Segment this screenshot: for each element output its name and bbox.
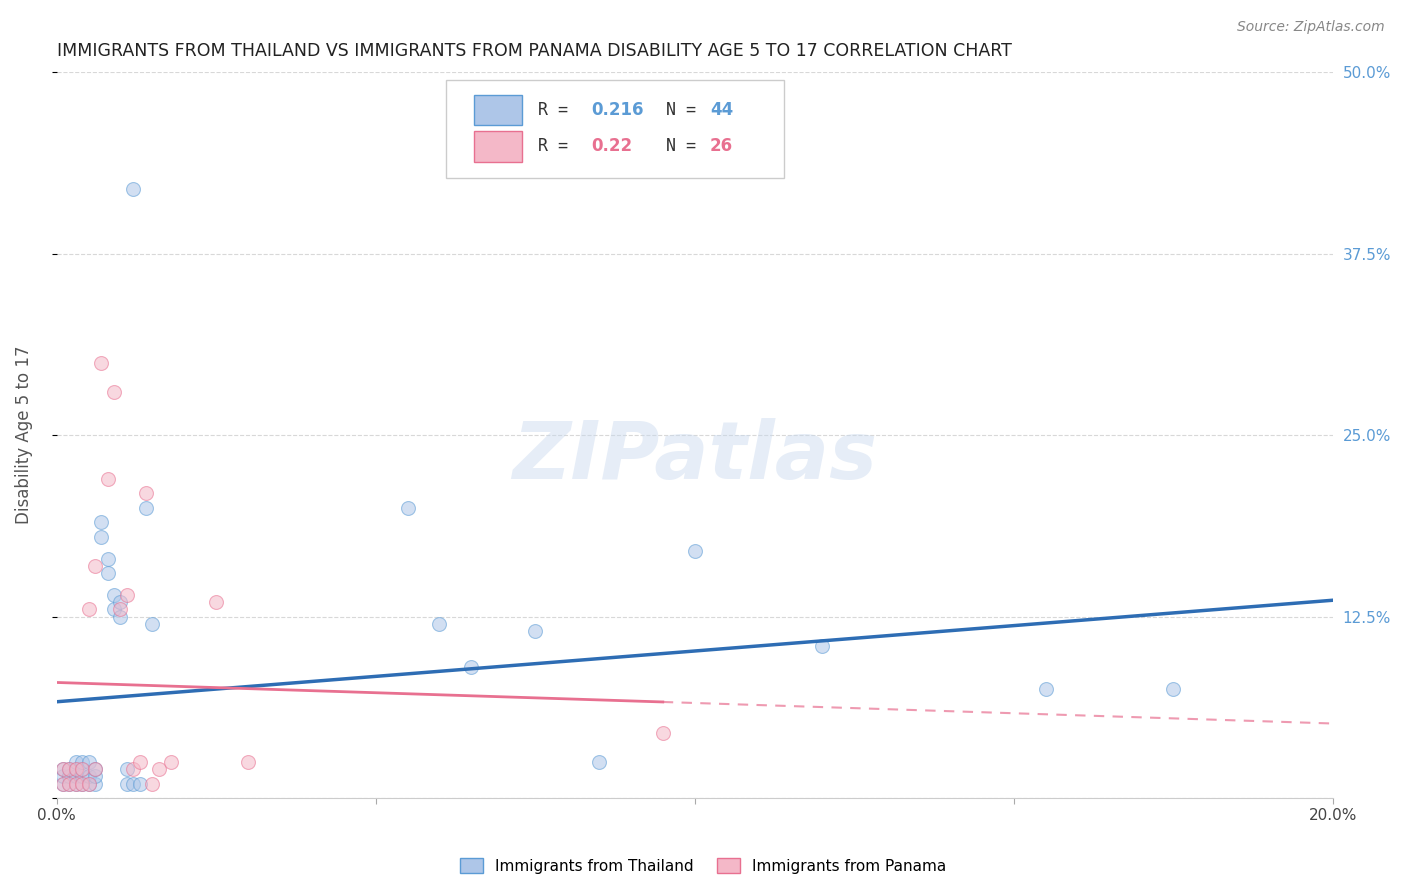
Text: 0.216: 0.216 (592, 101, 644, 120)
Point (115, 588, 138, 602)
Legend: Immigrants from Thailand, Immigrants from Panama: Immigrants from Thailand, Immigrants fro… (454, 852, 952, 880)
Point (122, 762, 145, 776)
Point (460, 660, 482, 674)
Point (83, 762, 105, 776)
Point (122, 181, 145, 195)
Point (651, 725, 673, 739)
Point (1161, 682, 1184, 697)
Point (52, 762, 75, 776)
Text: R =: R = (537, 101, 578, 120)
Text: 26: 26 (710, 137, 733, 155)
Point (70, 762, 93, 776)
Point (588, 755, 610, 769)
Point (97, 551, 120, 566)
Point (58, 776, 80, 790)
Point (65, 769, 87, 783)
FancyBboxPatch shape (474, 95, 523, 126)
Point (58, 769, 80, 783)
Point (77, 769, 100, 783)
FancyBboxPatch shape (446, 79, 785, 178)
Point (65, 762, 87, 776)
Point (58, 762, 80, 776)
Point (77, 776, 100, 790)
Point (90, 530, 112, 544)
Point (90, 356, 112, 370)
Point (70, 762, 93, 776)
Point (141, 776, 163, 790)
Point (811, 639, 834, 653)
Point (52, 762, 75, 776)
Point (135, 500, 157, 515)
Point (683, 544, 706, 558)
Point (524, 624, 547, 639)
Point (1035, 682, 1057, 697)
Text: IMMIGRANTS FROM THAILAND VS IMMIGRANTS FROM PANAMA DISABILITY AGE 5 TO 17 CORREL: IMMIGRANTS FROM THAILAND VS IMMIGRANTS F… (56, 42, 1011, 60)
Point (70, 776, 93, 790)
Point (65, 762, 87, 776)
Point (110, 602, 132, 616)
Point (115, 762, 138, 776)
Point (77, 755, 100, 769)
Point (122, 776, 145, 790)
Point (90, 516, 112, 530)
Point (97, 566, 120, 581)
Point (58, 762, 80, 776)
FancyBboxPatch shape (474, 131, 523, 161)
Point (70, 755, 93, 769)
Point (103, 602, 125, 616)
Point (52, 776, 75, 790)
Point (160, 755, 183, 769)
Point (70, 769, 93, 783)
Point (135, 486, 157, 500)
Point (77, 776, 100, 790)
Point (110, 595, 132, 609)
Point (205, 595, 228, 609)
Point (103, 384, 125, 399)
Text: Source: ZipAtlas.com: Source: ZipAtlas.com (1237, 20, 1385, 34)
Text: 0.22: 0.22 (592, 137, 633, 155)
Point (52, 769, 75, 783)
Text: R =: R = (537, 137, 578, 155)
Point (128, 776, 150, 790)
Point (58, 776, 80, 790)
Point (148, 762, 170, 776)
Point (128, 755, 150, 769)
Point (115, 776, 138, 790)
Y-axis label: Disability Age 5 to 17: Disability Age 5 to 17 (15, 346, 32, 524)
Text: N =: N = (647, 101, 706, 120)
Text: 44: 44 (710, 101, 734, 120)
Point (83, 558, 105, 573)
Point (77, 602, 100, 616)
Text: ZIPatlas: ZIPatlas (512, 418, 877, 496)
Point (396, 500, 419, 515)
Point (110, 609, 132, 624)
Point (70, 776, 93, 790)
Point (236, 755, 259, 769)
Point (83, 776, 105, 790)
Point (97, 472, 120, 486)
Point (65, 755, 87, 769)
Point (65, 776, 87, 790)
Point (52, 776, 75, 790)
Text: N =: N = (647, 137, 706, 155)
Point (65, 776, 87, 790)
Point (103, 588, 125, 602)
Point (83, 762, 105, 776)
Point (83, 769, 105, 783)
Point (141, 616, 163, 631)
Point (429, 616, 451, 631)
